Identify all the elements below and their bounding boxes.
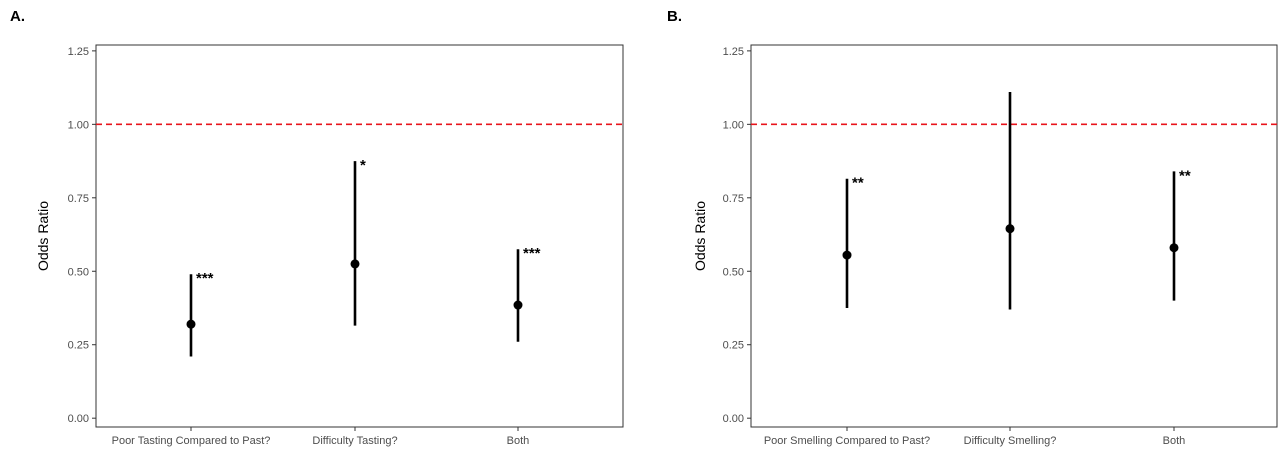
panel-a-y-tick-label: 1.00 xyxy=(68,119,89,131)
panel-a-point-estimate xyxy=(513,300,523,310)
panel-b-y-tick-label: 0.50 xyxy=(723,266,744,278)
panel-b-plot: 0.00 0.25 0.50 0.75 1.00 1.25 Odds Ratio Poor S… xyxy=(692,44,1278,447)
panel-b-point-estimate xyxy=(842,250,852,260)
panel-a-point-estimate xyxy=(350,259,360,269)
panel-a-y-tick-label: 0.75 xyxy=(68,193,89,205)
panel-b-y-tick-label: 0.25 xyxy=(723,340,744,352)
panel-a-y-tick-label: 0.25 xyxy=(68,340,89,352)
panel-b-x-tick-label: Both xyxy=(1163,435,1186,447)
panel-a-x-tick-label: Both xyxy=(507,435,530,447)
panel-a-significance-label: * xyxy=(360,157,366,174)
panel-a-x-tick-label: Poor Tasting Compared to Past? xyxy=(112,435,271,447)
panel-b-y-tick-label: 0.00 xyxy=(723,413,744,425)
panel-a-plot-border xyxy=(95,44,624,428)
panel-b-y-axis-title: Odds Ratio xyxy=(692,201,708,271)
panel-a-label: A. xyxy=(10,8,25,25)
panel-b-x-tick-label: Poor Smelling Compared to Past? xyxy=(764,435,930,447)
panel-a-plot: 0.00 0.25 0.50 0.75 1.00 1.25 Odds Ratio Poor T… xyxy=(35,44,624,447)
panel-b-point-estimate xyxy=(1005,224,1015,234)
panel-a-y-tick-label: 1.25 xyxy=(68,46,89,58)
panel-b-y-tick-label: 1.00 xyxy=(723,119,744,131)
panel-b-y-tick-label: 0.75 xyxy=(723,193,744,205)
panel-b-y-tick-label: 1.25 xyxy=(723,46,744,58)
panel-a-significance-label: *** xyxy=(196,270,214,287)
panel-b-significance-label: ** xyxy=(852,175,864,192)
panel-b-plot-border xyxy=(750,44,1278,428)
panel-a-significance-label: *** xyxy=(523,245,541,262)
panel-a-y-axis-title: Odds Ratio xyxy=(35,201,51,271)
panel-a-y-tick-label: 0.00 xyxy=(68,413,89,425)
panel-b-x-tick-label: Difficulty Smelling? xyxy=(964,435,1057,447)
panel-a-y-tick-label: 0.50 xyxy=(68,266,89,278)
panel-b-label: B. xyxy=(667,8,682,25)
panel-b-point-estimate xyxy=(1169,243,1179,253)
panel-a-x-tick-label: Difficulty Tasting? xyxy=(312,435,397,447)
panel-a-point-estimate xyxy=(186,319,196,329)
panel-b-significance-label: ** xyxy=(1179,167,1191,184)
